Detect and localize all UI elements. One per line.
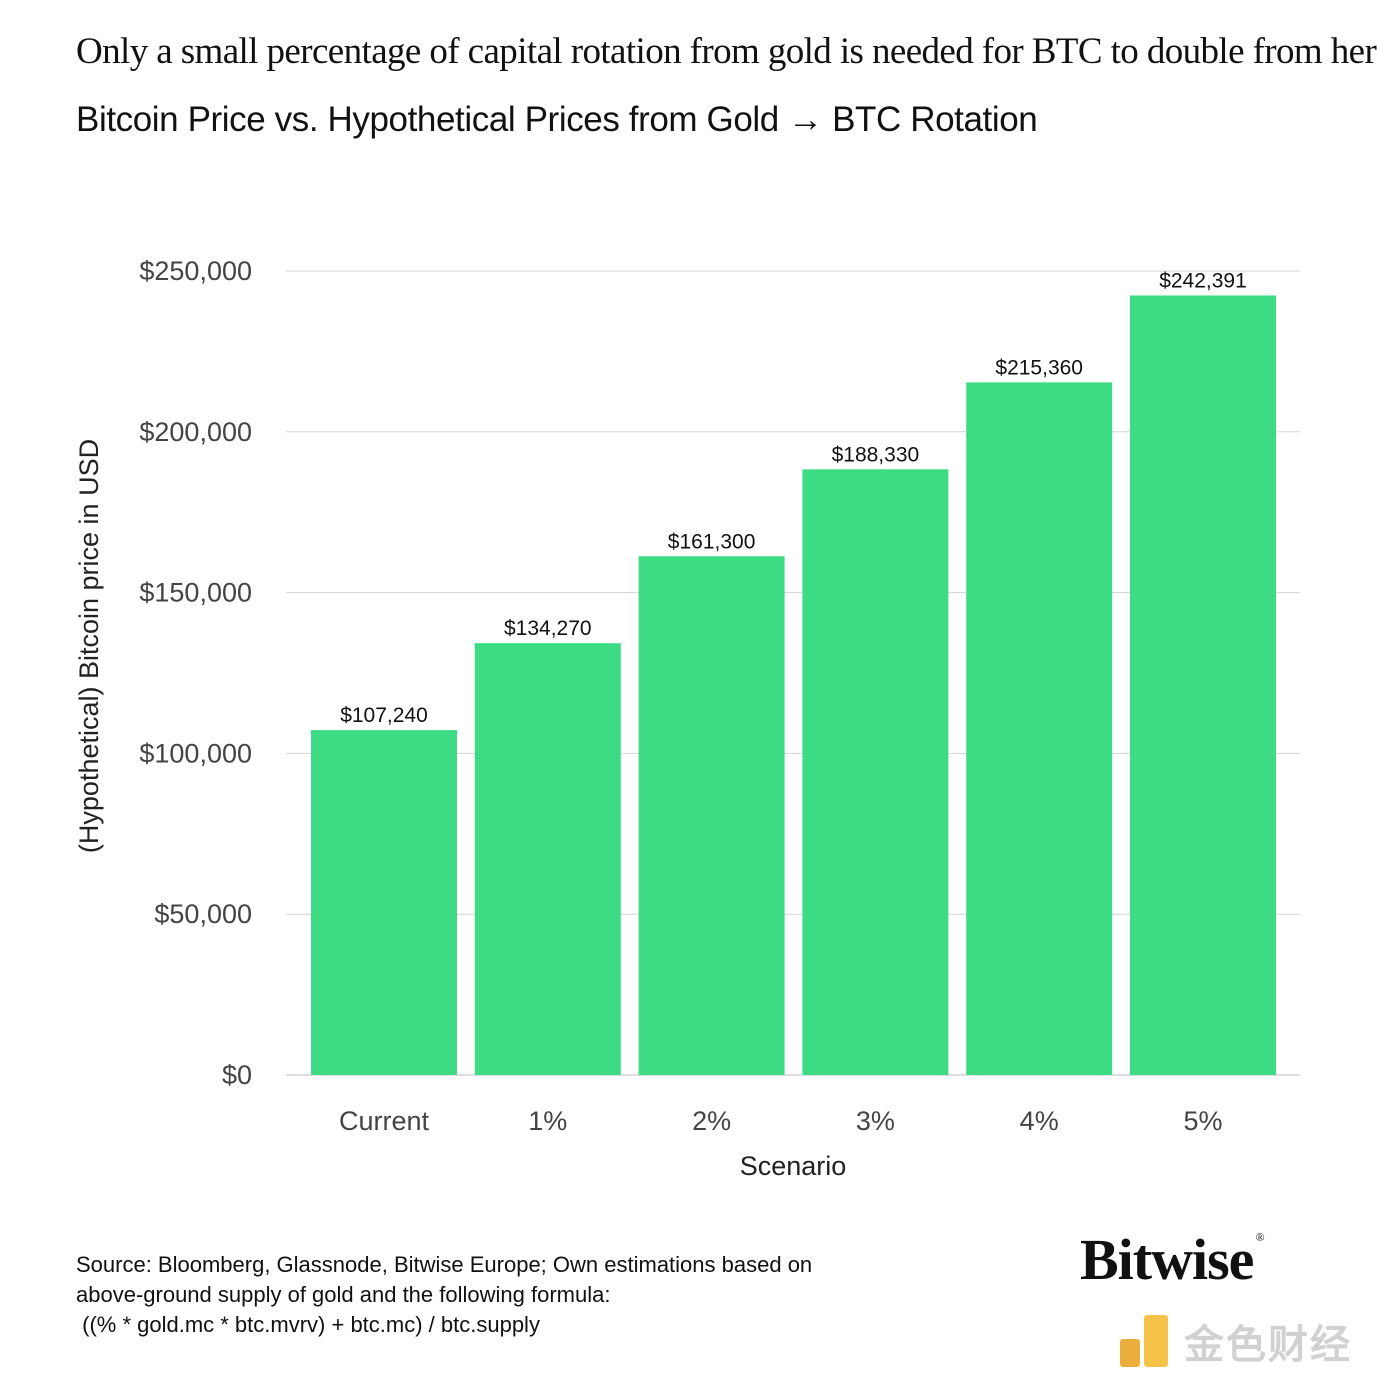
- x-axis-title: Scenario: [740, 1151, 847, 1181]
- bitwise-logo: Bitwise ®: [1080, 1226, 1265, 1293]
- y-tick-label: $250,000: [139, 256, 252, 286]
- watermark: 金色财经: [1120, 1312, 1352, 1370]
- y-axis-title: (Hypothetical) Bitcoin price in USD: [74, 439, 104, 853]
- data-label: $242,391: [1159, 269, 1247, 292]
- headline: Only a small percentage of capital rotat…: [76, 31, 1377, 72]
- jinse-logo-icon: [1120, 1315, 1172, 1367]
- y-tick-label: $50,000: [154, 899, 252, 929]
- data-label: $215,360: [995, 356, 1083, 379]
- x-tick-label: 5%: [1183, 1106, 1222, 1136]
- data-label: $134,270: [504, 617, 592, 640]
- chart-title: Bitcoin Price vs. Hypothetical Prices fr…: [76, 100, 1038, 139]
- bar: [638, 556, 785, 1075]
- source-line-2: above-ground supply of gold and the foll…: [76, 1282, 611, 1307]
- x-tick-label: 4%: [1020, 1106, 1059, 1136]
- source-note: Source: Bloomberg, Glassnode, Bitwise Eu…: [76, 1250, 812, 1340]
- registered-mark: ®: [1255, 1230, 1264, 1244]
- data-label: $161,300: [668, 530, 756, 553]
- y-tick-label: $150,000: [139, 578, 252, 608]
- source-line-1: Source: Bloomberg, Glassnode, Bitwise Eu…: [76, 1252, 813, 1277]
- y-tick-label: $100,000: [139, 738, 252, 768]
- x-tick-label: Current: [339, 1106, 430, 1136]
- bar: [802, 469, 949, 1076]
- watermark-text: 金色财经: [1184, 1322, 1352, 1368]
- bar: [966, 382, 1113, 1076]
- x-tick-label: 1%: [528, 1106, 567, 1136]
- x-tick-label: 2%: [692, 1106, 731, 1136]
- bar: [474, 643, 621, 1075]
- source-line-3: ((% * gold.mc * btc.mvrv) + btc.mc) / bt…: [76, 1312, 540, 1337]
- y-tick-label: $200,000: [139, 417, 252, 447]
- data-label: $107,240: [340, 704, 428, 727]
- y-tick-label: $0: [222, 1060, 252, 1090]
- brand-name: Bitwise: [1080, 1227, 1254, 1292]
- x-tick-label: 3%: [856, 1106, 895, 1136]
- bar: [1130, 295, 1276, 1075]
- bar: [311, 730, 457, 1075]
- data-label: $188,330: [832, 443, 920, 466]
- bar-chart: $0 $50,000 $100,000 $150,000 $200,000 $250,00…: [74, 256, 1300, 1181]
